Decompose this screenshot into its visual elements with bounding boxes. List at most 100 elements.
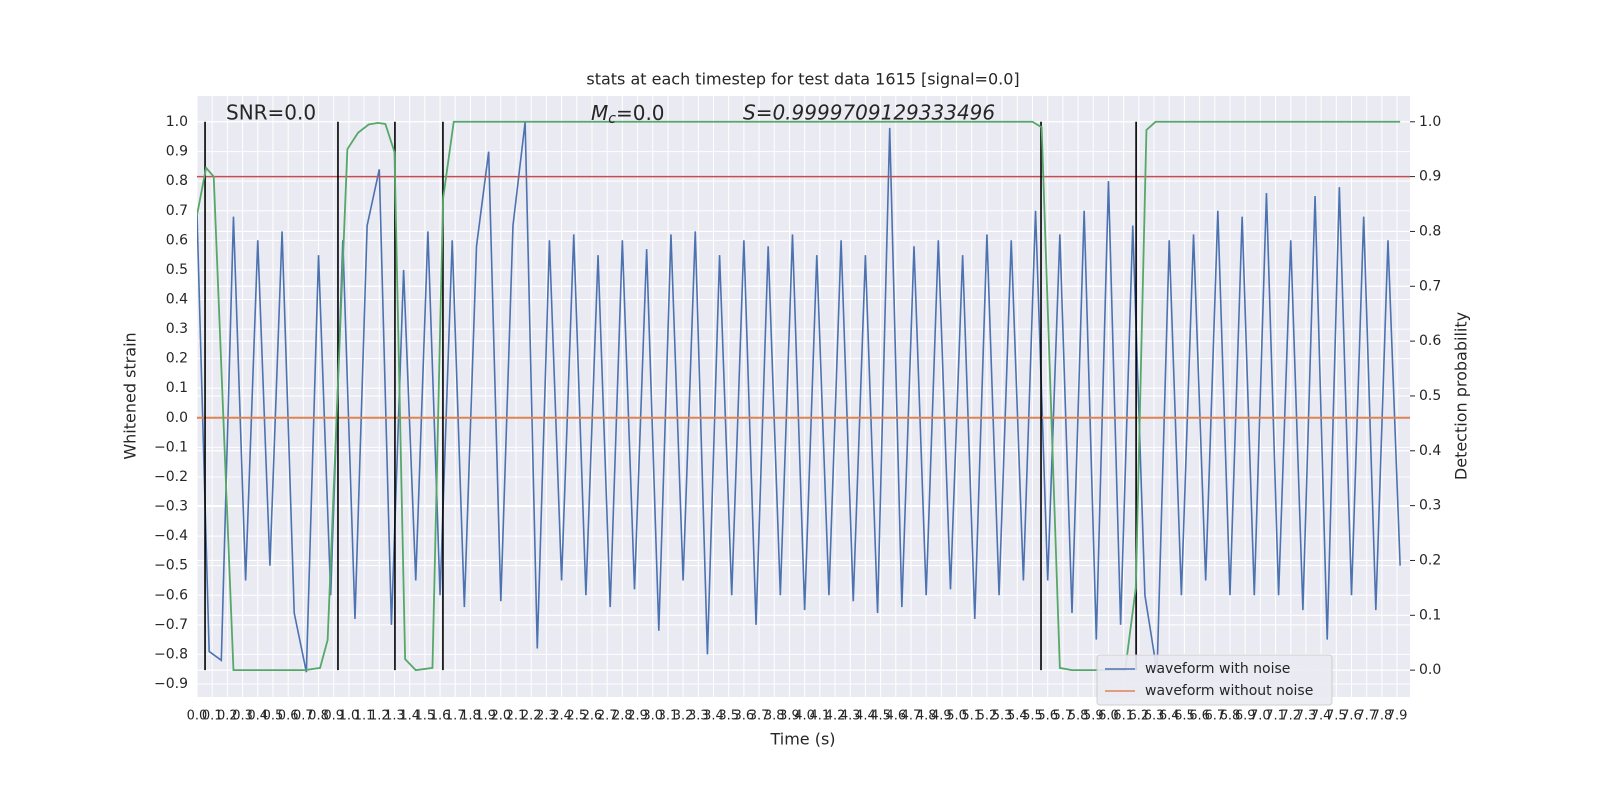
x-tick-label: 4.3 <box>840 709 861 724</box>
y2-tick-label: 0.8 <box>1419 223 1441 239</box>
x-tick-label: 1.8 <box>460 709 481 724</box>
x-tick-label: 6.0 <box>1098 709 1119 724</box>
x-tick-label: 2.9 <box>627 709 648 724</box>
y2-tick-label: 0.0 <box>1419 662 1441 678</box>
x-tick-label: 3.9 <box>779 709 800 724</box>
x-tick-label: 7.0 <box>1250 709 1271 724</box>
y-tick-label: −0.3 <box>154 499 188 515</box>
x-tick-label: 3.0 <box>642 709 663 724</box>
y2-tick-label: 0.7 <box>1419 278 1441 294</box>
y-tick-label: 0.1 <box>166 380 188 396</box>
y-tick-label: −0.9 <box>154 676 188 692</box>
x-tick-label: 2.3 <box>536 709 557 724</box>
x-tick-label: 6.8 <box>1220 709 1241 724</box>
x-tick-label: 0.0 <box>187 709 208 724</box>
y-tick-label: −0.7 <box>154 617 188 633</box>
x-tick-label: 0.3 <box>232 709 253 724</box>
x-tick-label: 6.6 <box>1189 709 1210 724</box>
x-tick-label: 3.2 <box>673 709 694 724</box>
x-tick-label: 0.8 <box>308 709 329 724</box>
y2-tick-label: 0.1 <box>1419 607 1441 623</box>
x-tick-label: 5.2 <box>977 709 998 724</box>
x-tick-label: 1.1 <box>354 709 375 724</box>
y-tick-label: −0.6 <box>154 587 188 603</box>
annotation: S=0.9999709129333496 <box>743 101 995 125</box>
y2-tick-label: 0.3 <box>1419 498 1441 514</box>
annotation: SNR=0.0 <box>226 101 316 125</box>
y-tick-label: 0.2 <box>166 351 188 367</box>
x-tick-label: 2.8 <box>612 709 633 724</box>
x-tick-label: 7.7 <box>1356 709 1377 724</box>
x-tick-label: 0.4 <box>247 709 268 724</box>
x-tick-label: 2.7 <box>597 709 618 724</box>
series-line <box>197 121 1401 673</box>
y-tick-label: 0.0 <box>166 410 188 426</box>
x-tick-label: 6.3 <box>1144 709 1165 724</box>
y-tick-label: 0.3 <box>166 321 188 337</box>
x-tick-label: 0.2 <box>217 709 238 724</box>
y2-tick-label: 0.4 <box>1419 443 1441 459</box>
x-tick-label: 6.2 <box>1128 709 1149 724</box>
x-tick-label: 1.3 <box>384 709 405 724</box>
x-tick-label: 7.2 <box>1280 709 1301 724</box>
annotation: Mc=0.0 <box>591 101 665 128</box>
x-tick-label: 5.5 <box>1022 709 1043 724</box>
annotation-subscript: c <box>608 111 616 127</box>
x-tick-label: 2.0 <box>490 709 511 724</box>
x-tick-label: 2.4 <box>551 709 572 724</box>
x-tick-label: 7.5 <box>1326 709 1347 724</box>
x-tick-label: 1.2 <box>369 709 390 724</box>
y-tick-label: −0.2 <box>154 469 188 485</box>
x-tick-label: 3.3 <box>688 709 709 724</box>
x-tick-label: 2.1 <box>506 709 527 724</box>
x-tick-label: 2.6 <box>582 709 603 724</box>
x-tick-label: 4.1 <box>809 709 830 724</box>
x-tick-label: 1.0 <box>339 709 360 724</box>
x-tick-label: 1.9 <box>475 709 496 724</box>
y-tick-label: −0.5 <box>154 558 188 574</box>
x-tick-label: 5.4 <box>1007 709 1028 724</box>
y2-tick-label: 0.2 <box>1419 552 1441 568</box>
x-tick-label: 2.5 <box>566 709 587 724</box>
x-tick-label: 7.8 <box>1372 709 1393 724</box>
x-tick-label: 3.7 <box>749 709 770 724</box>
x-tick-label: 7.6 <box>1341 709 1362 724</box>
y-tick-label: 0.9 <box>166 144 188 160</box>
x-tick-label: 0.7 <box>293 709 314 724</box>
x-tick-label: 1.4 <box>399 709 420 724</box>
x-tick-label: 3.8 <box>764 709 785 724</box>
x-tick-label: 5.0 <box>946 709 967 724</box>
x-tick-label: 4.4 <box>855 709 876 724</box>
y2-tick-label: 0.9 <box>1419 169 1441 185</box>
y-tick-label: 0.4 <box>166 291 188 307</box>
x-tick-label: 4.6 <box>885 709 906 724</box>
x-tick-label: 0.5 <box>263 709 284 724</box>
x-tick-label: 6.5 <box>1174 709 1195 724</box>
x-tick-label: 4.9 <box>931 709 952 724</box>
x-tick-label: 7.1 <box>1265 709 1286 724</box>
x-tick-label: 5.9 <box>1083 709 1104 724</box>
chart-title: stats at each timestep for test data 161… <box>586 70 1019 89</box>
legend-label: waveform with noise <box>1145 661 1290 677</box>
y-axis-label: Whitened strain <box>121 332 140 459</box>
y2-axis-label: Detection probability <box>1452 312 1471 480</box>
x-tick-label: 4.0 <box>794 709 815 724</box>
x-tick-label: 1.7 <box>445 709 466 724</box>
x-tick-label: 7.3 <box>1296 709 1317 724</box>
x-tick-label: 5.7 <box>1053 709 1074 724</box>
y-tick-label: 0.7 <box>166 203 188 219</box>
y2-tick-label: 0.5 <box>1419 388 1441 404</box>
y-tick-label: 1.0 <box>166 114 188 130</box>
x-tick-label: 3.4 <box>703 709 724 724</box>
x-tick-label: 0.9 <box>323 709 344 724</box>
y-tick-label: 0.5 <box>166 262 188 278</box>
x-tick-label: 3.5 <box>718 709 739 724</box>
y-tick-label: −0.4 <box>154 528 188 544</box>
x-tick-label: 5.6 <box>1037 709 1058 724</box>
annotation-symbol: M <box>591 101 608 125</box>
x-tick-label: 2.2 <box>521 709 542 724</box>
y2-tick-label: 0.6 <box>1419 333 1441 349</box>
y-tick-label: −0.1 <box>154 439 188 455</box>
